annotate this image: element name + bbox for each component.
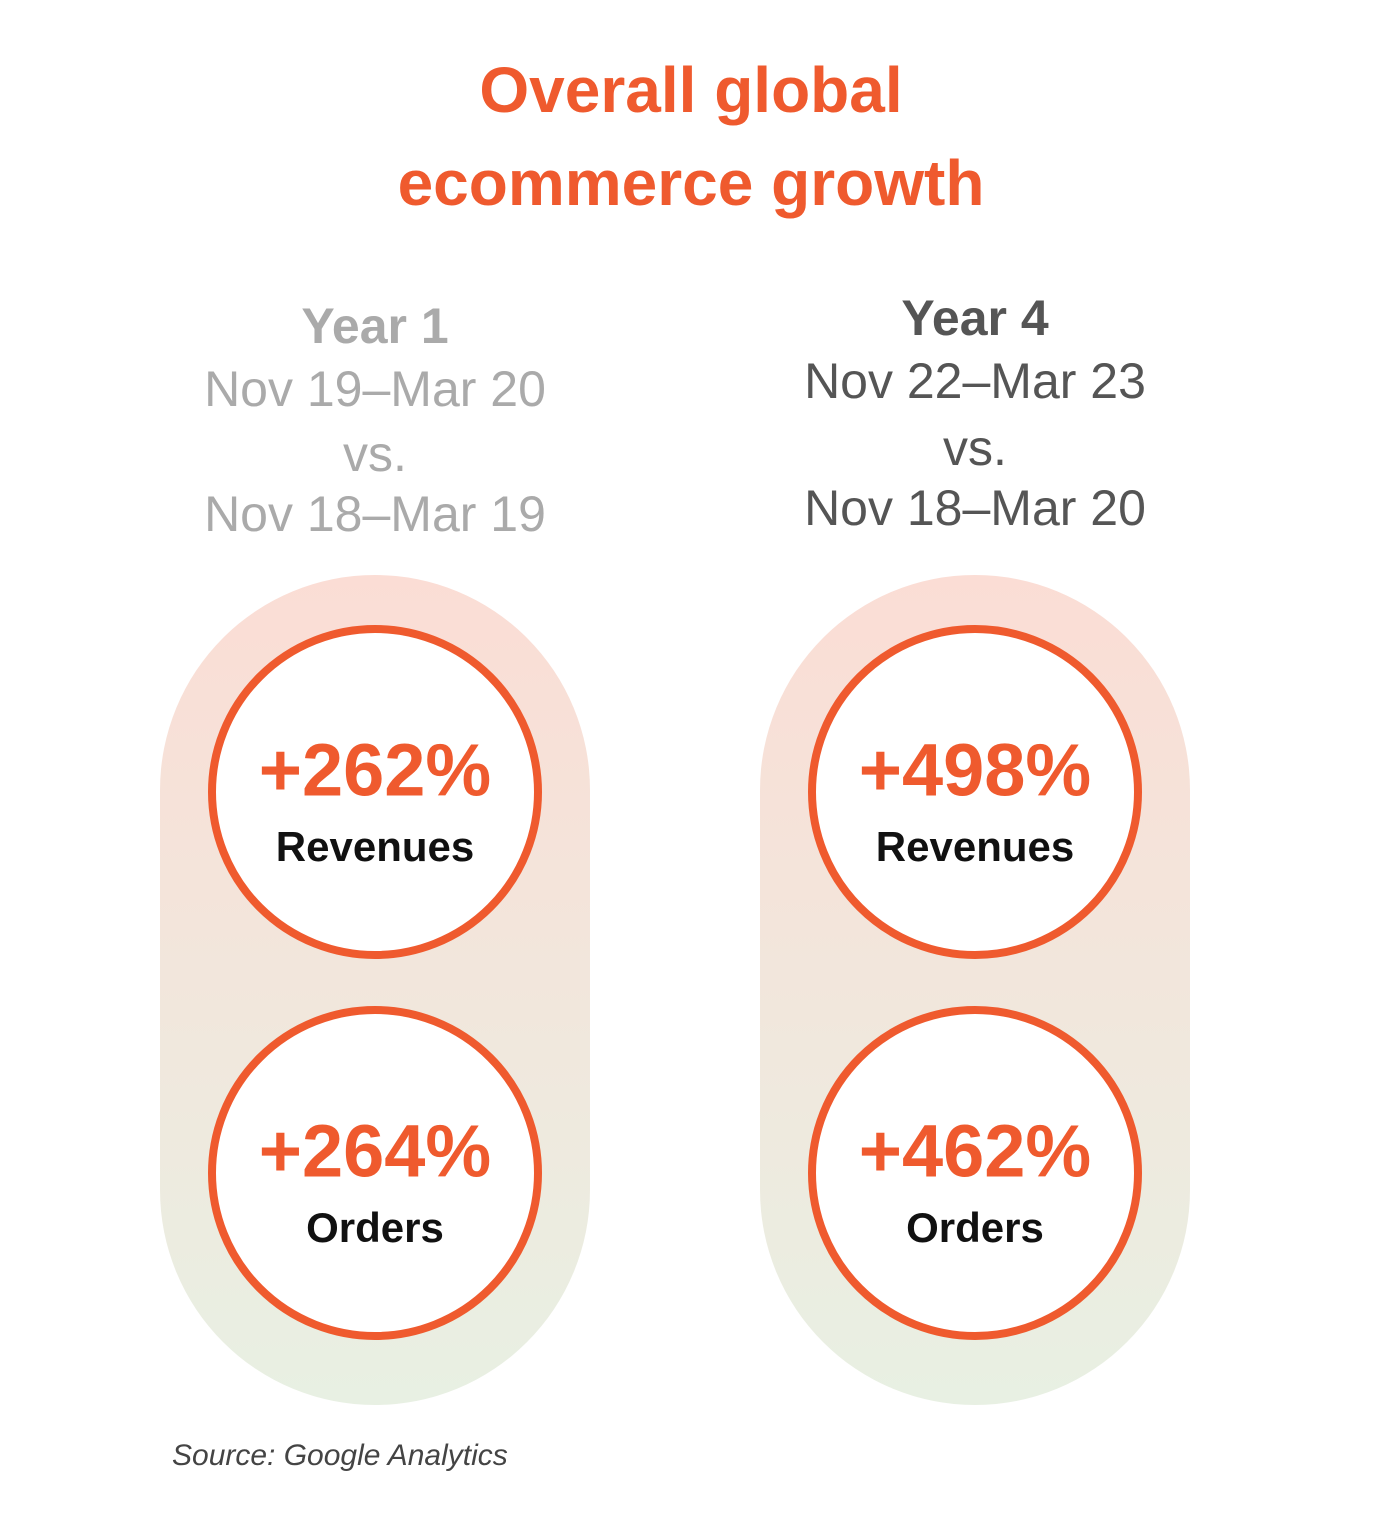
stat-value: +498% — [859, 729, 1091, 812]
period-line: vs. — [343, 426, 407, 482]
stat-value: +264% — [259, 1110, 491, 1193]
stat-circle — [808, 1006, 1142, 1340]
title-line: Overall global — [479, 54, 902, 126]
stat-label: Revenues — [876, 823, 1074, 870]
column-heading: Year 4 — [901, 290, 1049, 346]
stat-circle — [208, 625, 542, 959]
stat-label: Orders — [306, 1204, 444, 1251]
period-line: Nov 19–Mar 20 — [204, 361, 546, 417]
period-line: Nov 18–Mar 20 — [804, 480, 1146, 536]
stat-value: +462% — [859, 1110, 1091, 1193]
column-heading: Year 1 — [301, 298, 448, 354]
stat-circle — [208, 1006, 542, 1340]
title-line: ecommerce growth — [398, 147, 985, 219]
period-line: Nov 22–Mar 23 — [804, 353, 1146, 409]
stat-label: Revenues — [276, 823, 474, 870]
period-line: vs. — [943, 420, 1007, 476]
stat-circle — [808, 625, 1142, 959]
stat-label: Orders — [906, 1204, 1044, 1251]
stat-value: +262% — [259, 729, 491, 812]
source: Source: Google Analytics — [172, 1439, 508, 1472]
period-line: Nov 18–Mar 19 — [204, 486, 546, 542]
